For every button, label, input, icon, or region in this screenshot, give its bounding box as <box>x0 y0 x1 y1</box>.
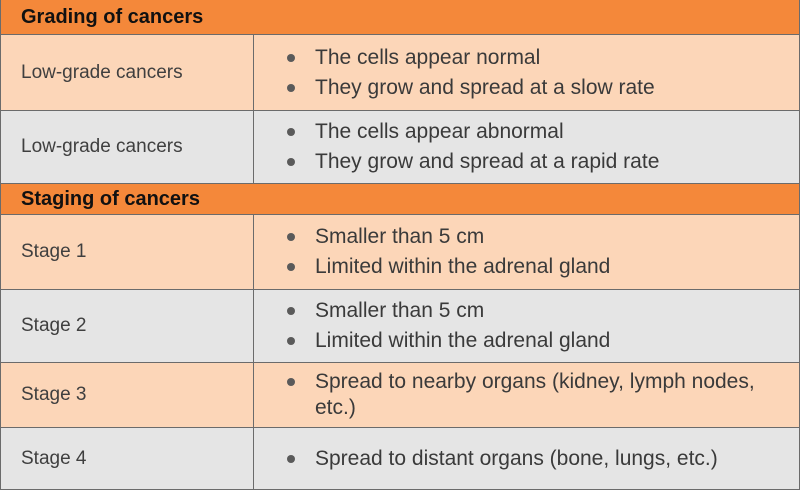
list-item: The cells appear normal <box>287 45 779 71</box>
list-item: They grow and spread at a rapid rate <box>287 149 779 175</box>
row-label-cell: Stage 4 <box>1 428 254 489</box>
list-item: Smaller than 5 cm <box>287 298 779 324</box>
row-label-cell: Low-grade cancers <box>1 111 254 183</box>
table-row: Stage 2 Smaller than 5 cm Limited within… <box>1 290 799 363</box>
row-content-cell: Spread to distant organs (bone, lungs, e… <box>254 428 799 489</box>
row-content-cell: The cells appear abnormal They grow and … <box>254 111 799 183</box>
row-content-cell: Smaller than 5 cm Limited within the adr… <box>254 290 799 362</box>
row-label: Low-grade cancers <box>21 61 183 83</box>
table-row: Low-grade cancers The cells appear abnor… <box>1 111 799 184</box>
bullet-dot-icon <box>287 158 295 166</box>
bullet-dot-icon <box>287 53 295 62</box>
list-item: They grow and spread at a slow rate <box>287 75 779 101</box>
bullet-dot-icon <box>287 454 295 463</box>
section-title: Grading of cancers <box>21 5 204 28</box>
row-content-cell: The cells appear normal They grow and sp… <box>254 35 799 110</box>
table-row: Stage 4 Spread to distant organs (bone, … <box>1 428 799 489</box>
bullet-text: Spread to distant organs (bone, lungs, e… <box>315 446 718 470</box>
section-header-grading: Grading of cancers <box>1 0 799 35</box>
bullet-dot-icon <box>287 263 295 271</box>
bullet-text: They grow and spread at a rapid rate <box>315 150 660 173</box>
row-label-cell: Stage 3 <box>1 363 254 427</box>
list-item: Limited within the adrenal gland <box>287 254 779 280</box>
row-content-cell: Smaller than 5 cm Limited within the adr… <box>254 215 799 289</box>
bullet-dot-icon <box>287 83 295 92</box>
row-label: Low-grade cancers <box>21 136 183 157</box>
bullet-text: Limited within the adrenal gland <box>315 329 611 352</box>
bullet-text: The cells appear abnormal <box>315 120 564 143</box>
list-item: Spread to nearby organs (kidney, lymph n… <box>287 369 779 421</box>
row-label: Stage 1 <box>21 241 87 262</box>
row-content-cell: Spread to nearby organs (kidney, lymph n… <box>254 363 799 427</box>
section-header-staging: Staging of cancers <box>1 184 799 215</box>
table-row: Low-grade cancers The cells appear norma… <box>1 35 799 111</box>
bullet-dot-icon <box>287 307 295 315</box>
bullet-text: Smaller than 5 cm <box>315 225 485 248</box>
list-item: Smaller than 5 cm <box>287 224 779 250</box>
list-item: The cells appear abnormal <box>287 119 779 145</box>
table-row: Stage 3 Spread to nearby organs (kidney,… <box>1 363 799 428</box>
bullet-text: Smaller than 5 cm <box>315 299 485 322</box>
row-label-cell: Low-grade cancers <box>1 35 254 110</box>
bullet-dot-icon <box>287 233 295 241</box>
bullet-text: They grow and spread at a slow rate <box>315 75 655 99</box>
list-item: Spread to distant organs (bone, lungs, e… <box>287 446 779 472</box>
table-row: Stage 1 Smaller than 5 cm Limited within… <box>1 215 799 290</box>
row-label: Stage 3 <box>21 384 87 405</box>
row-label: Stage 4 <box>21 447 87 469</box>
section-title: Staging of cancers <box>21 187 200 210</box>
list-item: Limited within the adrenal gland <box>287 328 779 354</box>
bullet-dot-icon <box>287 378 295 386</box>
bullet-text: The cells appear normal <box>315 45 541 69</box>
row-label: Stage 2 <box>21 315 87 336</box>
row-label-cell: Stage 2 <box>1 290 254 362</box>
bullet-dot-icon <box>287 128 295 136</box>
bullet-dot-icon <box>287 337 295 345</box>
row-label-cell: Stage 1 <box>1 215 254 289</box>
bullet-text: Spread to nearby organs (kidney, lymph n… <box>315 370 755 419</box>
bullet-text: Limited within the adrenal gland <box>315 255 611 278</box>
